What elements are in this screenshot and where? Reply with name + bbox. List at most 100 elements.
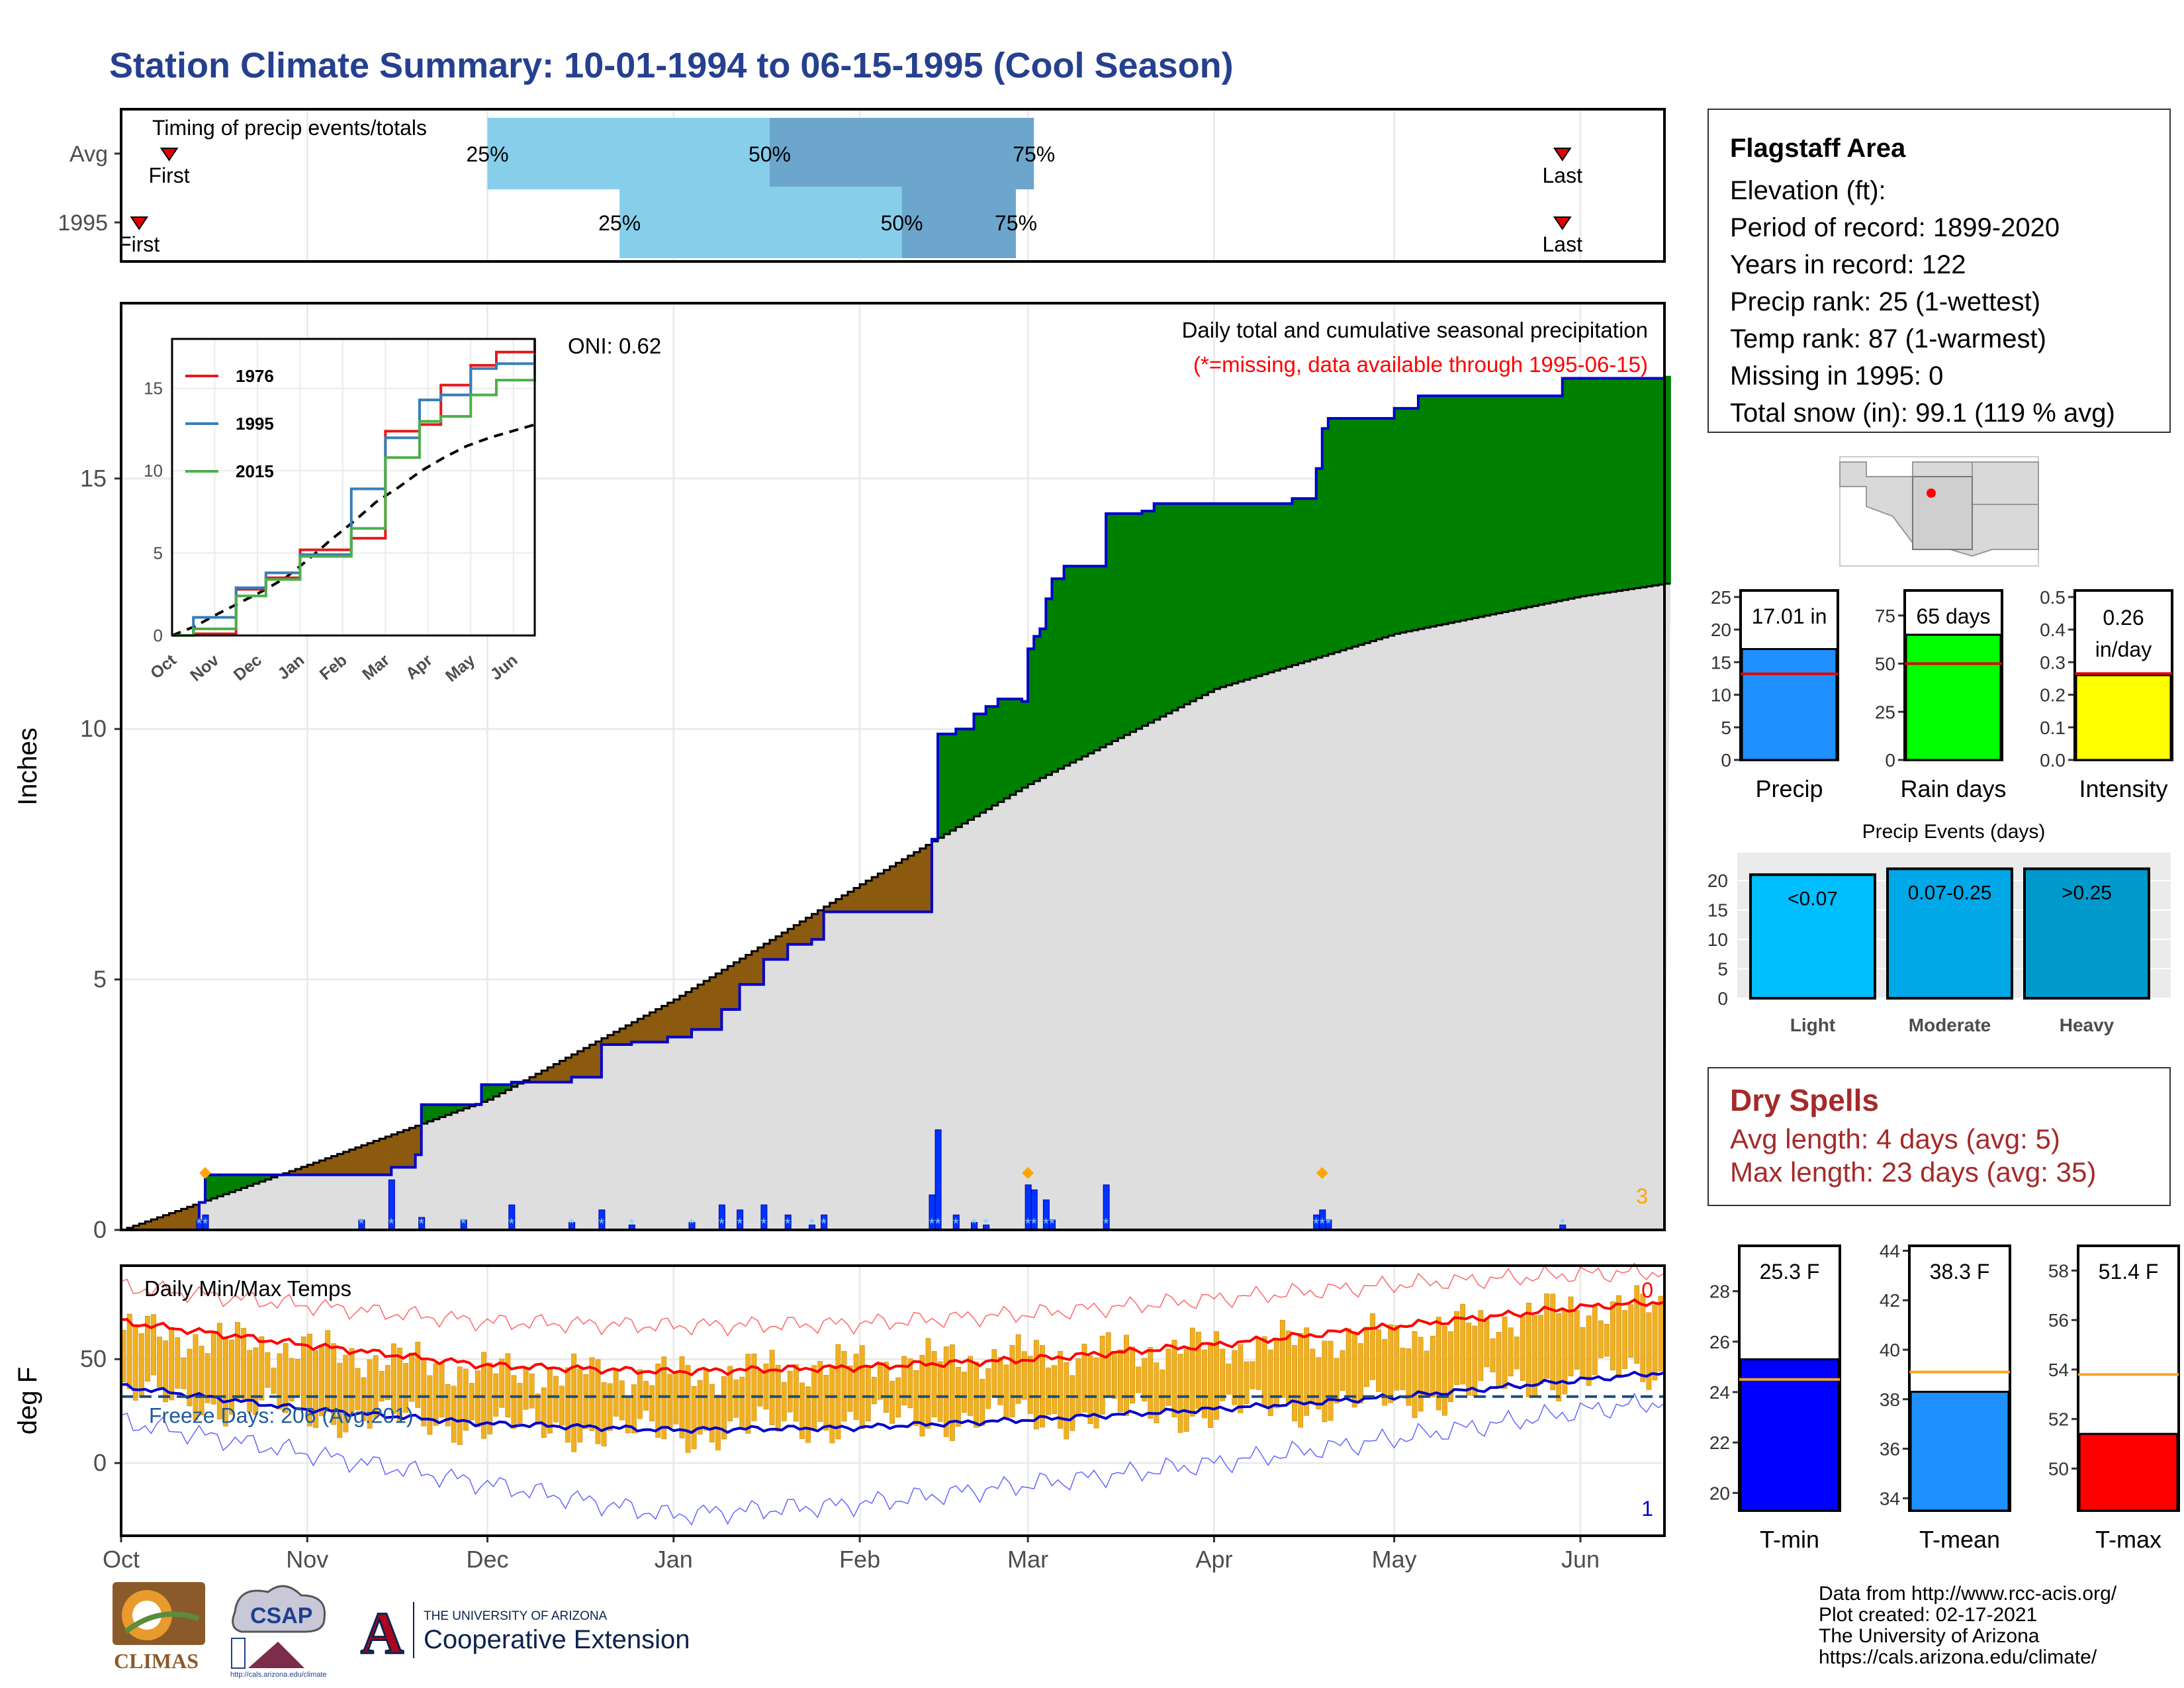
station-location-marker [1927, 489, 1936, 498]
daily-temp-bar [985, 1368, 991, 1409]
daily-temp-bar [931, 1351, 937, 1418]
above-average-fill [938, 733, 944, 838]
below-average-fill [889, 866, 897, 912]
daily-temp-bar [1538, 1315, 1544, 1384]
daily-temp-bar [823, 1374, 829, 1431]
above-average-fill [1568, 378, 1575, 599]
climas-logo[interactable]: CLIMAS [113, 1582, 205, 1673]
daily-temp-bar [637, 1369, 643, 1419]
above-average-fill [421, 1104, 428, 1124]
daily-temp-bar [1052, 1365, 1058, 1414]
daily-temp-bar [361, 1377, 367, 1421]
above-average-fill [1016, 698, 1023, 792]
above-average-fill [1124, 513, 1131, 735]
above-average-fill [1556, 396, 1563, 602]
csap-logo[interactable]: CSAP http://cals.arizona.edu/climate [230, 1585, 327, 1679]
x-tick-label: Jun [1561, 1546, 1600, 1573]
daily-temp-bar [847, 1365, 853, 1412]
above-average-fill [1130, 513, 1137, 732]
daily-temp-bar [144, 1315, 150, 1382]
below-average-fill [854, 888, 860, 912]
daily-temp-bar [913, 1370, 919, 1426]
below-average-fill [727, 966, 735, 1010]
daily-temp-bar [1484, 1317, 1490, 1368]
above-average-fill [1544, 396, 1551, 604]
logo-strip: CLIMAS CSAP http://cals.arizona.edu/clim… [113, 1582, 690, 1679]
above-average-fill [1196, 503, 1203, 698]
above-average-fill [985, 706, 993, 810]
below-average-fill [751, 951, 758, 985]
timing-row-label: Avg [69, 142, 108, 167]
below-average-fill [763, 943, 770, 960]
daily-temp-bar [1298, 1333, 1304, 1428]
daily-temp-bar [685, 1365, 691, 1453]
daily-temp-bar [1340, 1350, 1345, 1391]
daily-temp-bar [1220, 1348, 1226, 1401]
below-average-fill [337, 1154, 344, 1175]
daily-temp-bar [1634, 1285, 1640, 1364]
inset-y-tick-label: 15 [144, 379, 163, 399]
daily-temp-bar [216, 1323, 222, 1419]
above-average-fill [1502, 396, 1509, 612]
daily-temp-bar [523, 1368, 529, 1410]
below-average-fill [907, 855, 915, 912]
data-credits: Data from http://www.rcc-acis.org/ Plot … [1819, 1583, 2116, 1668]
above-average-fill [253, 1174, 260, 1184]
daily-temp-bar [1412, 1331, 1418, 1419]
below-average-fill [631, 1022, 639, 1043]
above-average-fill [1255, 503, 1263, 677]
mini-y-tick-label: 28 [1709, 1282, 1730, 1302]
daily-temp-bar [1322, 1340, 1328, 1423]
daily-temp-bar [925, 1338, 931, 1429]
daily-temp-bar [535, 1393, 541, 1425]
below-average-fill [589, 1045, 596, 1078]
below-average-fill [163, 1215, 170, 1230]
daily-temp-bar [1616, 1295, 1621, 1379]
above-average-fill [1664, 375, 1671, 584]
daily-temp-bar [937, 1361, 943, 1422]
above-average-fill [1484, 396, 1491, 616]
above-average-fill [1154, 503, 1161, 720]
precip-events-chart: Precip Events (days) 0 5 10 15 20 <0.07 Light 0.… [1707, 821, 2171, 1035]
daily-temp-bar [199, 1346, 205, 1416]
mini-value-bar [1905, 633, 2002, 761]
above-average-fill [1304, 498, 1311, 662]
svg-text:CSAP: CSAP [250, 1603, 312, 1628]
precip-event-bar-label: >0.25 [2062, 882, 2112, 904]
below-average-fill [698, 984, 704, 1030]
mini-y-tick-label: 56 [2048, 1310, 2069, 1331]
mini-y-tick-label: 24 [1709, 1382, 1730, 1403]
above-average-fill [487, 1084, 494, 1100]
daily-temp-bar [511, 1375, 517, 1429]
below-average-fill [757, 947, 764, 985]
mini-category-label: T-min [1760, 1526, 1819, 1553]
daily-temp-bar [445, 1383, 451, 1427]
daily-temp-bar [1628, 1304, 1634, 1358]
mini-y-tick-label: 0 [1721, 750, 1731, 771]
above-average-fill [1634, 378, 1641, 588]
daily-temp-bar [1064, 1362, 1069, 1440]
above-average-fill [1640, 378, 1647, 588]
daily-temp-bar [1189, 1327, 1195, 1417]
below-average-fill [547, 1067, 555, 1082]
below-average-fill [151, 1219, 158, 1230]
above-average-fill [1142, 511, 1149, 726]
above-average-fill [433, 1104, 440, 1119]
x-tick-label: Nov [286, 1546, 328, 1573]
below-average-fill [187, 1207, 194, 1230]
mini-value-label: 38.3 F [1930, 1260, 1990, 1284]
daily-temp-bar [1574, 1310, 1580, 1370]
below-average-fill [739, 959, 747, 985]
snow-marker: * [929, 1215, 935, 1232]
daily-temp-bar [306, 1333, 312, 1427]
below-average-fill [709, 977, 717, 1030]
university-of-arizona-logo[interactable]: A THE UNIVERSITY OF ARIZONA Cooperative … [360, 1599, 690, 1667]
daily-temp-bar [1490, 1338, 1496, 1373]
daily-temp-bar [1394, 1325, 1400, 1391]
above-average-fill [1376, 418, 1383, 639]
above-average-fill [451, 1104, 458, 1113]
below-average-fill [181, 1209, 188, 1230]
mini-category-label: Intensity [2079, 775, 2167, 802]
daily-temp-bar [1117, 1349, 1123, 1413]
above-average-fill [1598, 378, 1606, 594]
